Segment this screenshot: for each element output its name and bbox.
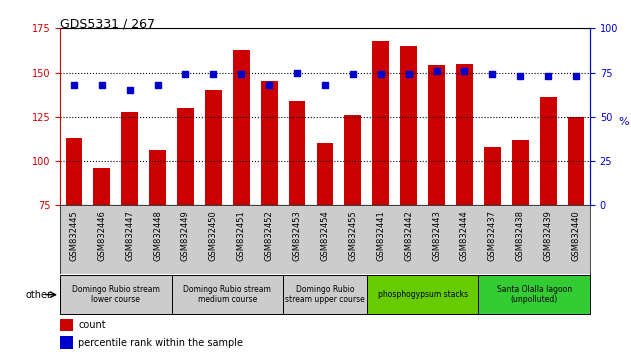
Text: GSM832441: GSM832441 (376, 210, 386, 261)
Point (487, 72, 497, 77)
Bar (289, 101, 305, 338)
Text: GSM832455: GSM832455 (348, 210, 357, 261)
Text: GSM832440: GSM832440 (572, 210, 581, 261)
Point (208, 72, 218, 77)
Text: GSM832442: GSM832442 (404, 210, 413, 261)
Text: Domingo Rubio
stream upper course: Domingo Rubio stream upper course (285, 285, 365, 304)
Bar (428, 65, 445, 338)
Bar (400, 46, 417, 338)
Text: GSM832438: GSM832438 (516, 210, 525, 261)
Text: count: count (78, 320, 106, 330)
Text: GSM832451: GSM832451 (237, 210, 245, 261)
Bar (177, 108, 194, 338)
Bar (66, 138, 82, 338)
Bar (233, 50, 250, 338)
Text: GSM832447: GSM832447 (125, 210, 134, 261)
Bar (568, 117, 584, 338)
Point (69, 82, 79, 88)
Point (404, 72, 414, 77)
Bar (456, 64, 473, 338)
Bar (93, 168, 110, 338)
Bar (540, 97, 557, 338)
Point (543, 73, 553, 79)
Text: GSM832450: GSM832450 (209, 210, 218, 261)
Text: GSM832443: GSM832443 (432, 210, 441, 261)
Point (515, 73, 525, 79)
Bar (60, 319, 73, 331)
Point (125, 87, 135, 93)
Point (320, 82, 330, 88)
Bar (149, 150, 166, 338)
Point (180, 72, 191, 77)
Text: GSM832452: GSM832452 (264, 210, 274, 261)
Bar (317, 143, 333, 338)
Point (375, 72, 386, 77)
Text: phosphogypsum stacks: phosphogypsum stacks (377, 290, 468, 299)
Bar (205, 90, 221, 338)
Bar (484, 147, 501, 338)
FancyBboxPatch shape (283, 275, 367, 314)
Text: GSM832453: GSM832453 (293, 210, 302, 261)
Text: GSM832446: GSM832446 (97, 210, 106, 261)
FancyBboxPatch shape (367, 275, 478, 314)
Text: GDS5331 / 267: GDS5331 / 267 (60, 18, 155, 31)
Text: Santa Olalla lagoon
(unpolluted): Santa Olalla lagoon (unpolluted) (497, 285, 572, 304)
Bar (512, 140, 529, 338)
Text: percentile rank within the sample: percentile rank within the sample (78, 338, 244, 348)
Y-axis label: %: % (618, 117, 629, 127)
FancyBboxPatch shape (478, 275, 590, 314)
Bar (121, 112, 138, 338)
Point (348, 72, 358, 77)
Bar (345, 115, 361, 338)
Point (153, 82, 163, 88)
Point (571, 73, 581, 79)
Point (292, 70, 302, 75)
Bar (261, 81, 278, 338)
FancyBboxPatch shape (172, 275, 283, 314)
Text: Domingo Rubio stream
medium course: Domingo Rubio stream medium course (184, 285, 271, 304)
Text: GSM832445: GSM832445 (69, 210, 78, 261)
Point (264, 82, 274, 88)
FancyBboxPatch shape (60, 275, 172, 314)
Bar (60, 336, 73, 349)
Text: Domingo Rubio stream
lower course: Domingo Rubio stream lower course (72, 285, 160, 304)
Point (459, 68, 469, 74)
Point (97, 82, 107, 88)
Text: GSM832437: GSM832437 (488, 210, 497, 261)
Text: GSM832454: GSM832454 (321, 210, 329, 261)
Point (236, 72, 246, 77)
Text: GSM832439: GSM832439 (544, 210, 553, 261)
Text: other: other (26, 290, 52, 300)
Text: GSM832449: GSM832449 (181, 210, 190, 261)
Point (432, 68, 442, 74)
Text: GSM832448: GSM832448 (153, 210, 162, 261)
Bar (372, 41, 389, 338)
Text: GSM832444: GSM832444 (460, 210, 469, 261)
